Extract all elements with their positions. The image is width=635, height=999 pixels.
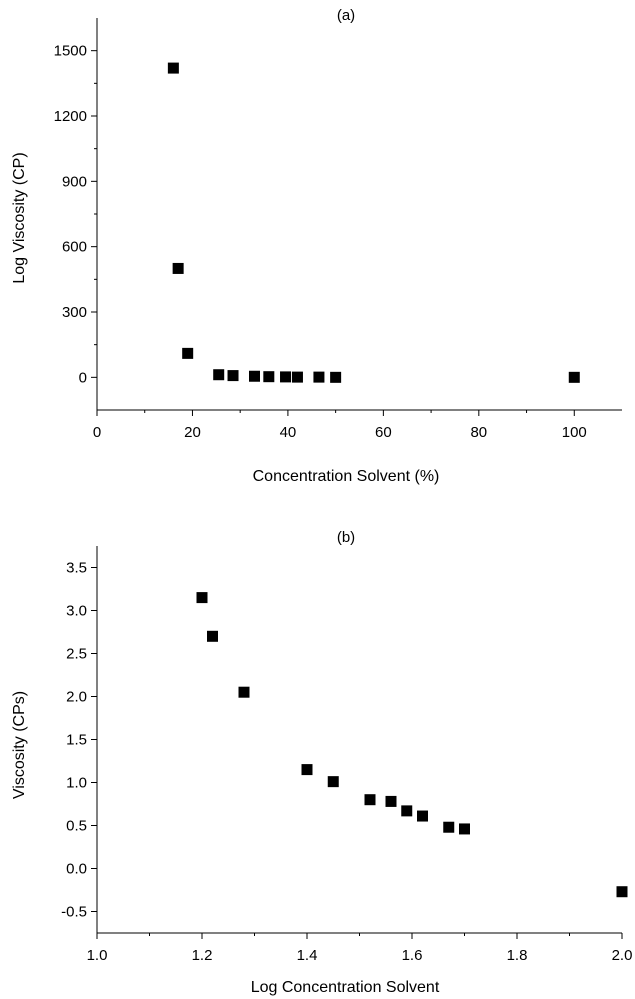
data-point [213, 369, 225, 381]
x-tick-label: 1.8 [507, 947, 528, 964]
data-point [568, 371, 580, 383]
chart-a-xlabel: Concentration Solvent (%) [253, 468, 440, 485]
chart-a-y-ticks: 0 300 600 900 1200 1500 [54, 43, 97, 386]
data-point [249, 370, 260, 382]
chart-a-ylabel: Log Viscosity (CP) [11, 152, 28, 283]
y-tick-label: -0.5 [61, 904, 87, 921]
y-tick-label: 1200 [54, 108, 87, 125]
y-tick-label: 300 [62, 304, 87, 321]
x-tick-label: 1.2 [192, 947, 213, 964]
chart-b-points [196, 592, 628, 898]
y-tick-label: 3.0 [66, 603, 87, 620]
data-point [330, 371, 342, 383]
data-point [291, 371, 303, 383]
y-tick-label: 600 [62, 239, 87, 256]
data-point [280, 371, 292, 383]
chart-b-y-ticks: -0.5 0.0 0.5 1.0 1.5 2.0 2.5 3.0 3.5 [61, 560, 97, 921]
x-tick-label: 60 [375, 424, 392, 441]
data-point [263, 371, 275, 383]
data-point [401, 805, 413, 817]
y-tick-label: 0.0 [66, 861, 87, 878]
x-tick-label: 2.0 [612, 947, 633, 964]
data-point [172, 262, 184, 274]
chart-b: (b) 1.0 1.2 1.4 1.6 1.8 2.0 -0.5 0.0 0.5 1.0 1.5 2… [11, 529, 632, 996]
data-point [364, 794, 376, 806]
data-point [196, 592, 208, 604]
data-point [417, 810, 428, 822]
y-tick-label: 1.5 [66, 732, 87, 749]
data-point [167, 62, 179, 74]
y-tick-label: 2.0 [66, 689, 87, 706]
chart-b-xlabel: Log Concentration Solvent [251, 979, 440, 996]
x-tick-label: 100 [562, 424, 587, 441]
data-point [182, 347, 194, 359]
chart-a: (a) 0 20 40 60 80 100 0 300 600 900 1200 1500 Conc… [11, 7, 622, 485]
data-point [443, 821, 455, 833]
chart-b-title: (b) [337, 529, 355, 546]
data-point [385, 795, 397, 807]
x-tick-label: 80 [470, 424, 487, 441]
y-tick-label: 0 [79, 369, 87, 386]
y-tick-label: 1500 [54, 43, 87, 60]
y-tick-label: 0.5 [66, 818, 87, 835]
x-tick-label: 20 [184, 424, 201, 441]
chart-a-title: (a) [337, 7, 355, 24]
chart-b-x-ticks: 1.0 1.2 1.4 1.6 1.8 2.0 [87, 933, 633, 964]
y-tick-label: 1.0 [66, 775, 87, 792]
data-point [207, 630, 218, 642]
y-tick-label: 900 [62, 173, 87, 190]
y-tick-label: 2.5 [66, 646, 87, 663]
data-point [301, 764, 313, 776]
x-tick-label: 1.0 [87, 947, 108, 964]
data-point [313, 371, 325, 383]
x-tick-label: 1.6 [402, 947, 423, 964]
chart-b-ylabel: Viscosity (CPs) [11, 691, 28, 799]
x-tick-label: 1.4 [297, 947, 318, 964]
x-tick-label: 40 [280, 424, 297, 441]
chart-a-x-ticks: 0 20 40 60 80 100 [93, 410, 587, 441]
data-point [459, 823, 470, 835]
data-point [616, 886, 628, 898]
data-point [227, 370, 239, 382]
data-point [238, 686, 250, 698]
x-tick-label: 0 [93, 424, 101, 441]
chart-a-points [167, 62, 580, 383]
y-tick-label: 3.5 [66, 560, 87, 577]
data-point [327, 776, 339, 788]
